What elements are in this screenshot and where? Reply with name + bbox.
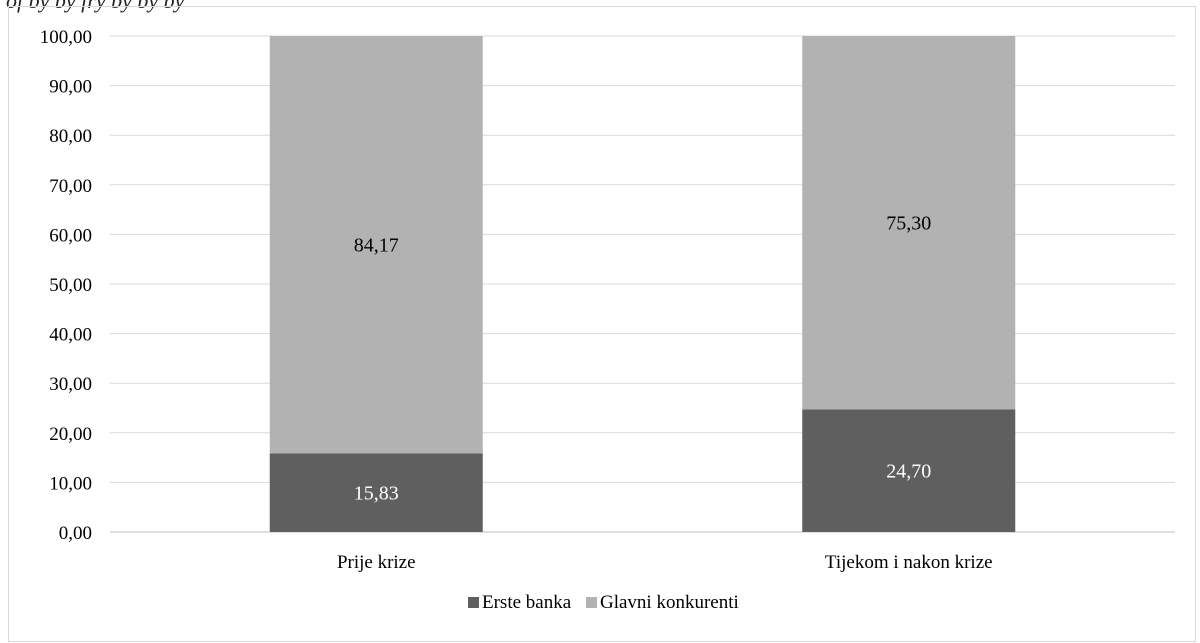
value-labels: 15,83 84,17 24,70 75,30 <box>354 213 932 505</box>
data-label: 24,70 <box>886 461 931 483</box>
bar-segment <box>269 36 483 454</box>
legend-label: Erste banka <box>482 592 572 613</box>
y-tick-label: 0,00 <box>59 523 92 544</box>
y-tick-label: 40,00 <box>49 325 92 346</box>
y-tick-label: 100,00 <box>40 27 92 48</box>
data-label: 15,83 <box>354 483 399 505</box>
y-tick-label: 70,00 <box>49 176 92 197</box>
bars <box>269 36 1016 532</box>
y-tick-label: 50,00 <box>49 275 92 296</box>
legend-swatch <box>586 597 597 608</box>
y-tick-label: 10,00 <box>49 473 92 494</box>
y-tick-label: 30,00 <box>49 374 92 395</box>
bar-segment <box>802 36 1016 410</box>
data-label: 75,30 <box>886 213 931 235</box>
x-tick-label: Tijekom i nakon krize <box>825 552 993 573</box>
y-tick-label: 80,00 <box>49 126 92 147</box>
x-tick-label: Prije krize <box>337 552 416 573</box>
y-tick-label: 20,00 <box>49 424 92 445</box>
y-tick-label: 60,00 <box>49 225 92 246</box>
data-label: 84,17 <box>354 235 399 257</box>
bar-segment <box>802 409 1016 532</box>
chart-frame <box>8 6 1196 642</box>
x-axis: Prije krize Tijekom i nakon krize <box>337 552 993 573</box>
legend-label: Glavni konkurenti <box>600 592 739 613</box>
bar-segment <box>269 453 483 532</box>
legend: Erste banka Glavni konkurenti <box>468 592 739 613</box>
legend-swatch <box>468 597 479 608</box>
y-tick-label: 90,00 <box>49 77 92 98</box>
y-axis-ticks: 0,00 10,00 20,00 30,00 40,00 50,00 60,00 70,00 8… <box>40 27 92 544</box>
